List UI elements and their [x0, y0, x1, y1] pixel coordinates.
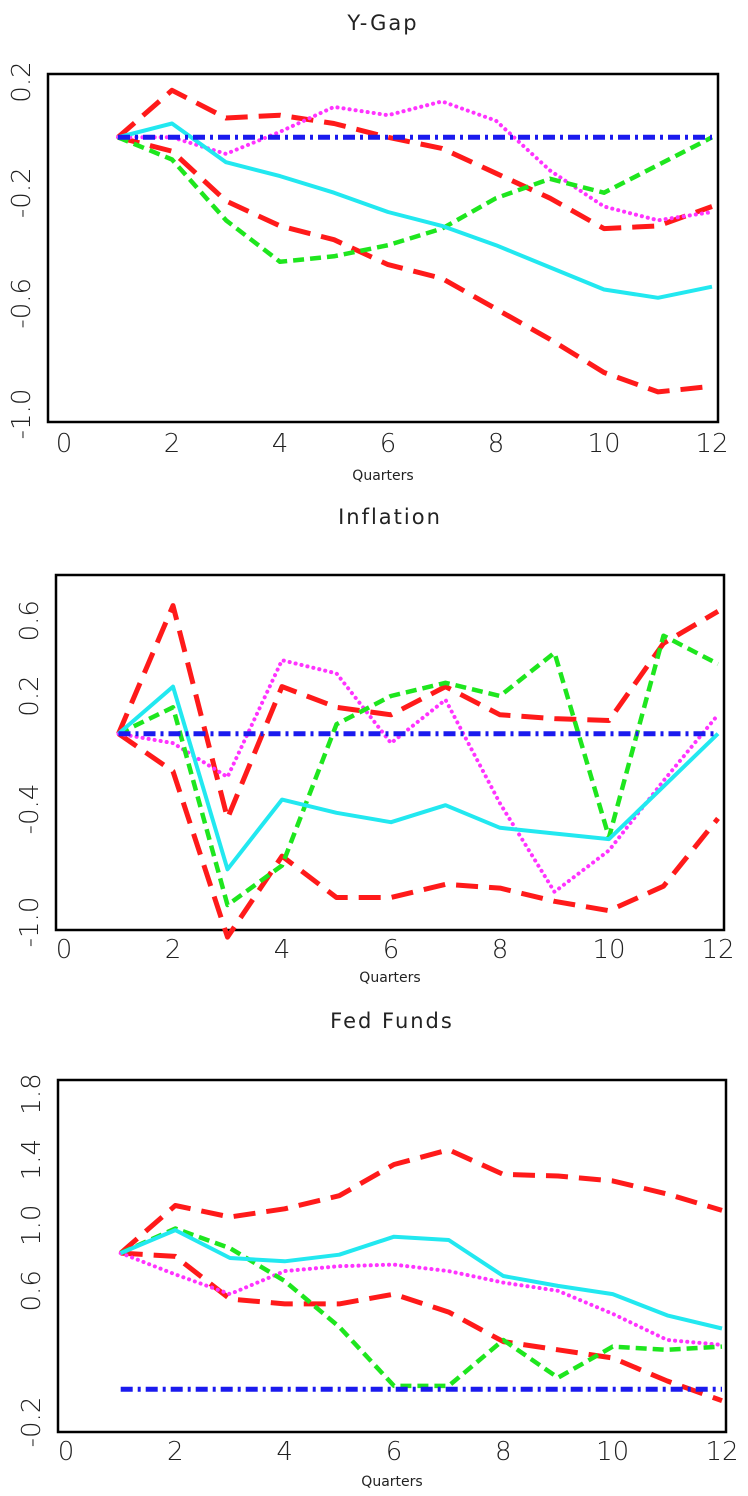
series-line-3-magenta	[116, 658, 720, 894]
series-line-3-magenta	[118, 1251, 724, 1347]
series-line-5-cyan	[117, 684, 720, 872]
chart-title: Inflation	[338, 505, 442, 529]
x-tick-label: 2	[164, 429, 181, 459]
x-tick-label: 4	[272, 429, 289, 459]
x-axis-label: Quarters	[359, 970, 420, 986]
x-tick-label: 2	[167, 1437, 184, 1467]
y-tick-label: -1.0	[15, 897, 45, 948]
series-line-4-green	[117, 135, 714, 265]
plot-frame	[54, 573, 726, 932]
y-tick-label: 0.6	[15, 600, 45, 641]
x-tick-label: 4	[274, 935, 291, 965]
y-tick-label: -1.0	[7, 389, 37, 440]
series-line-1-red	[116, 87, 713, 232]
series-line-3-magenta	[116, 99, 714, 223]
y-tick-label: 1.8	[17, 1073, 47, 1114]
x-tick-label: 0	[56, 935, 73, 965]
x-tick-label: 8	[492, 935, 509, 965]
x-tick-label: 8	[495, 1437, 512, 1467]
y-tick-label: 0.2	[15, 675, 45, 716]
y-tick-label: 1.0	[17, 1205, 47, 1246]
series-line-5-cyan	[119, 1228, 723, 1331]
y-tick-label: 0.6	[17, 1270, 47, 1311]
x-tick-label: 12	[705, 1437, 738, 1467]
x-axis-label: Quarters	[361, 1474, 422, 1490]
x-tick-label: 2	[165, 935, 182, 965]
x-tick-label: 10	[592, 935, 625, 965]
series-line-2-red	[120, 1250, 723, 1404]
x-tick-label: 0	[56, 429, 73, 459]
series-line-1-red	[116, 603, 720, 821]
chart-title: Fed Funds	[330, 1009, 454, 1033]
y-tick-label: -0.6	[7, 278, 37, 329]
x-axis-label: Quarters	[352, 468, 413, 484]
series-line-5-cyan	[117, 121, 713, 300]
x-tick-label: 6	[383, 935, 400, 965]
chart-panel-1: Y-Gap 0 2 4 6 8 10 12 -1.0 -0.6 -0.2 0.2 Quarters	[7, 11, 729, 484]
y-tick-label: -0.2	[7, 167, 37, 218]
x-tick-label: 12	[701, 935, 734, 965]
y-tick-label: 0.2	[7, 61, 37, 102]
series-line-4-green	[119, 1226, 723, 1389]
y-tick-label: 1.4	[17, 1139, 47, 1180]
x-tick-label: 0	[58, 1437, 75, 1467]
x-tick-label: 10	[596, 1437, 629, 1467]
x-tick-label: 10	[587, 429, 620, 459]
plot-frame	[56, 1078, 728, 1434]
x-tick-label: 6	[386, 1437, 403, 1467]
x-tick-label: 6	[380, 429, 397, 459]
series-line-2-red	[117, 731, 720, 940]
y-tick-label: -0.4	[15, 784, 45, 835]
series-line-1-red	[119, 1147, 723, 1255]
x-tick-label: 4	[276, 1437, 293, 1467]
plot-frame	[46, 72, 720, 424]
chart-title: Y-Gap	[346, 11, 418, 35]
x-tick-label: 8	[488, 429, 505, 459]
chart-panel-2: Inflation 0 2 4 6 8 10 12 -1.0 -0.4 0.2 0.6 Quarters	[15, 505, 735, 986]
chart-panel-3: Fed Funds 0 2 4 6 8 10 12 -0.2 0.6 1.0 1.4 1.8 Quarte…	[17, 1009, 739, 1490]
y-tick-label: -0.2	[17, 1397, 47, 1448]
x-tick-label: 12	[695, 429, 728, 459]
series-line-4-green	[117, 633, 720, 908]
series-line-2-red	[117, 134, 713, 395]
